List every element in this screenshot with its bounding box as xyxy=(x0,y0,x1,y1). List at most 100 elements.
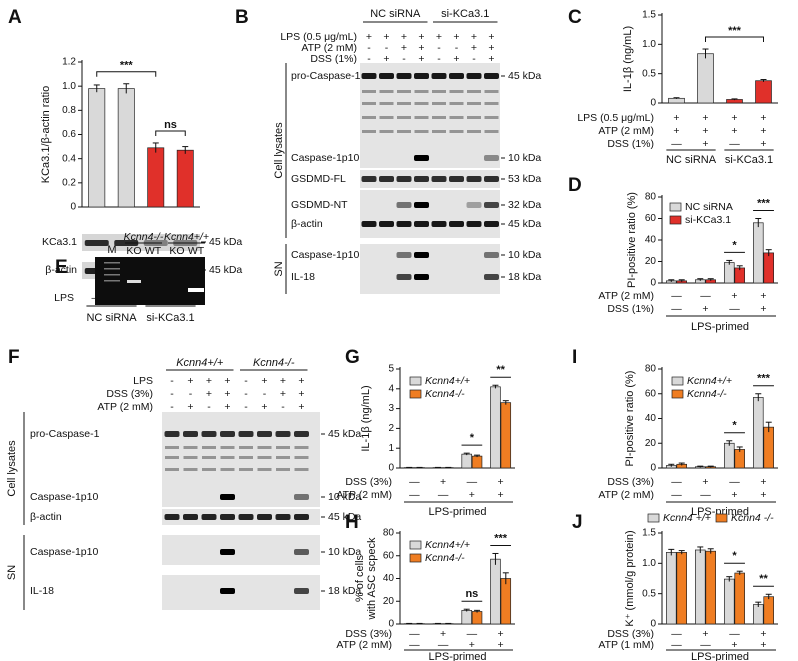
y-tick-label: 20 xyxy=(645,438,657,449)
condition-sign: + xyxy=(383,31,389,43)
kda-label: 45 kDa xyxy=(328,428,361,440)
condition-sign: - xyxy=(170,388,174,400)
condition-sign: — xyxy=(671,290,682,302)
condition-label: ATP (1 mM) xyxy=(598,639,654,651)
band-label: Caspase-1p10 xyxy=(291,249,359,261)
y-tick-label: 60 xyxy=(645,213,657,224)
condition-label: ATP (2 mM) xyxy=(598,489,654,501)
condition-label: DSS (3%) xyxy=(345,476,392,488)
blot-band xyxy=(202,456,216,459)
blot-band xyxy=(484,221,499,227)
error-bar xyxy=(736,570,743,575)
band-label: IL-18 xyxy=(291,271,315,283)
bracket xyxy=(96,71,157,77)
blot-band xyxy=(449,73,464,79)
blot-band xyxy=(414,155,429,161)
error-bar xyxy=(182,146,189,154)
condition-sign: + xyxy=(224,375,230,387)
band-label: GSDMD-FL xyxy=(291,173,346,185)
footer-label: LPS-primed xyxy=(691,321,749,333)
y-axis-label: PI-positive ratio (%) xyxy=(624,371,636,467)
ladder-band xyxy=(104,274,120,276)
blot-band xyxy=(484,274,499,280)
blot-strip xyxy=(162,575,320,610)
condition-label: DSS (1%) xyxy=(607,138,654,150)
lane-label: M xyxy=(107,244,116,256)
blot-band xyxy=(484,176,499,182)
blot-band xyxy=(362,116,376,119)
y-tick-label: 80 xyxy=(383,528,395,539)
blot-band xyxy=(294,431,309,437)
legend-label: Kcnn4-/- xyxy=(687,388,727,400)
blot-band xyxy=(276,468,290,471)
error-bar xyxy=(697,546,704,554)
blot-band xyxy=(484,155,499,161)
error-bar xyxy=(697,465,704,468)
blot-band xyxy=(220,514,235,520)
condition-sign: — xyxy=(409,476,420,488)
bar xyxy=(461,453,472,469)
kda-label: 10 kDa xyxy=(328,491,361,503)
blot-band xyxy=(379,176,394,182)
condition-sign: + xyxy=(471,42,477,54)
bar xyxy=(723,578,735,625)
y-tick-label: 1.0 xyxy=(62,81,76,92)
blot-band xyxy=(239,468,253,471)
ladder-band xyxy=(104,262,120,264)
blot-band xyxy=(379,90,394,93)
annotation: *** xyxy=(494,532,508,544)
kda-label: 32 kDa xyxy=(508,199,541,211)
condition-sign: - xyxy=(385,42,389,54)
blot-band xyxy=(257,456,272,459)
condition-label: LPS (0.5 μg/mL) xyxy=(280,31,357,43)
condition-sign: + xyxy=(760,303,766,315)
blot-band xyxy=(275,514,291,520)
blot-band xyxy=(396,274,412,280)
bracket xyxy=(705,36,764,43)
legend-label: Kcnn4+/+ xyxy=(687,375,732,387)
error-bar xyxy=(697,278,704,281)
kda-label: 10 kDa xyxy=(328,546,361,558)
blot-label: β-actin xyxy=(45,264,77,276)
error-bar xyxy=(765,593,772,600)
blot-band xyxy=(396,202,412,208)
condition-sign: — xyxy=(409,628,420,640)
panel-letter: D xyxy=(568,175,582,196)
error-bar xyxy=(152,142,159,153)
blot-band xyxy=(466,221,482,227)
error-bar xyxy=(736,446,743,452)
blot-band xyxy=(257,468,272,471)
condition-label: ATP (2 mM) xyxy=(97,401,153,413)
y-tick-label: 0 xyxy=(650,278,656,289)
blot-band xyxy=(361,176,377,182)
condition-sign: + xyxy=(224,388,230,400)
condition-sign: + xyxy=(187,401,193,413)
group-label: Kcnn4-/- xyxy=(253,357,295,369)
band-label: IL-18 xyxy=(30,585,54,597)
error-bar xyxy=(726,440,733,446)
blot-band xyxy=(220,494,235,500)
condition-sign: - xyxy=(437,42,441,54)
bar xyxy=(752,604,764,625)
blot-band xyxy=(432,90,446,93)
y-tick-label: 4 xyxy=(388,383,394,394)
condition-label: DSS (3%) xyxy=(607,628,654,640)
annotation: ns xyxy=(164,119,177,131)
condition-sign: + xyxy=(488,42,494,54)
error-bar xyxy=(463,608,470,612)
y-tick-label: 80 xyxy=(645,364,657,375)
annotation: ns xyxy=(465,588,478,600)
blot-strip xyxy=(360,63,500,168)
y-tick-label: 40 xyxy=(383,573,395,584)
band-label: β-actin xyxy=(30,511,62,523)
blot-band xyxy=(239,446,253,449)
y-tick-label: 0 xyxy=(650,98,656,109)
bar xyxy=(471,455,483,469)
condition-sign: + xyxy=(498,489,504,501)
blot-band xyxy=(220,456,235,459)
blot-band xyxy=(414,221,429,227)
panel-letter: G xyxy=(345,347,360,368)
kda-label: 45 kDa xyxy=(508,70,541,82)
blot-band xyxy=(276,456,290,459)
error-bar xyxy=(673,97,680,99)
